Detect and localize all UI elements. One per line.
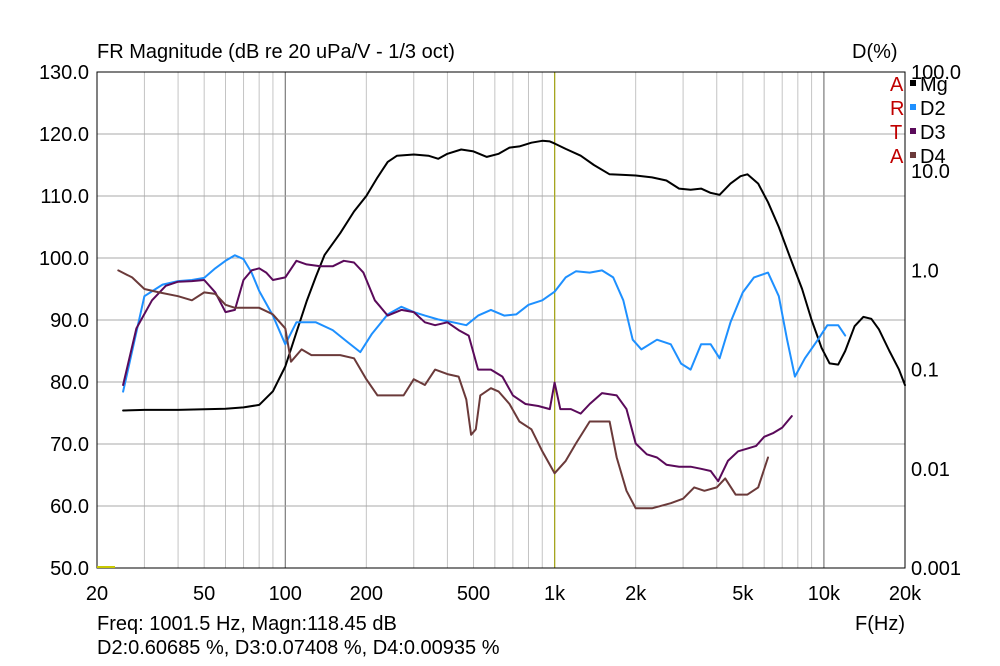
plot-frame	[96, 71, 906, 569]
chart-title: FR Magnitude (dB re 20 uPa/V - 1/3 oct)	[97, 41, 455, 63]
series-line-d4	[117, 269, 769, 510]
cursor-readout-freq-magn: Freq: 1001.5 Hz, Magn:118.45 dB	[97, 613, 397, 635]
arta-watermark-letter: A	[890, 74, 904, 96]
legend-swatch-d2	[910, 104, 916, 110]
legend-swatch-d4	[910, 152, 916, 158]
y-tick-label: 70.0	[50, 434, 89, 456]
legend-label-d4: D4	[920, 146, 946, 168]
legend-label-mg: Mg	[920, 74, 948, 96]
x-tick-label: 500	[457, 583, 490, 605]
x-tick-label: 1k	[544, 583, 566, 605]
series-lines	[117, 139, 906, 510]
series-line-d2	[122, 254, 847, 393]
x-axis-title: F(Hz)	[855, 613, 905, 635]
right-tick-label: 0.01	[911, 459, 950, 481]
x-tick-label: 100	[269, 583, 302, 605]
y-tick-label: 130.0	[39, 62, 89, 84]
series-line-d3	[122, 259, 793, 483]
x-tick-label: 2k	[625, 583, 647, 605]
x-tick-label: 200	[350, 583, 383, 605]
right-axis-title: D(%)	[852, 41, 898, 63]
y-tick-label: 110.0	[40, 186, 89, 208]
y-tick-label: 60.0	[50, 496, 89, 518]
legend-swatch-mg	[910, 80, 916, 86]
right-tick-label: 0.001	[911, 558, 961, 580]
arta-watermark-letter: R	[890, 98, 904, 120]
y-tick-label: 50.0	[50, 558, 89, 580]
y-tick-label: 100.0	[39, 248, 89, 270]
y-tick-label: 120.0	[39, 124, 89, 146]
y-tick-label: 90.0	[50, 310, 89, 332]
x-tick-label: 5k	[732, 583, 754, 605]
legend-swatch-d3	[910, 128, 916, 134]
x-tick-label: 20	[86, 583, 108, 605]
right-tick-label: 1.0	[911, 260, 939, 282]
x-tick-label: 10k	[808, 583, 841, 605]
tick-labels: 50.0 60.0 70.0 80.0 90.0 100.0 110.0 120.0 130.0…	[39, 62, 961, 605]
y-tick-label: 80.0	[50, 372, 89, 394]
legend-label-d3: D3	[920, 122, 946, 144]
right-tick-label: 10.0	[911, 161, 950, 183]
cursor-readout-distortion: D2:0.60685 %, D3:0.07408 %, D4:0.00935 %	[97, 637, 500, 659]
right-tick-label: 100.0	[911, 62, 961, 84]
origin-marker	[97, 566, 115, 568]
right-tick-label: 0.1	[911, 360, 939, 382]
arta-watermark-letter: A	[890, 146, 904, 168]
legend-label-d2: D2	[920, 98, 946, 120]
x-tick-label: 50	[193, 583, 215, 605]
series-line-mg	[122, 139, 906, 412]
x-tick-label: 20k	[889, 583, 922, 605]
arta-watermark-letter: T	[890, 122, 902, 144]
